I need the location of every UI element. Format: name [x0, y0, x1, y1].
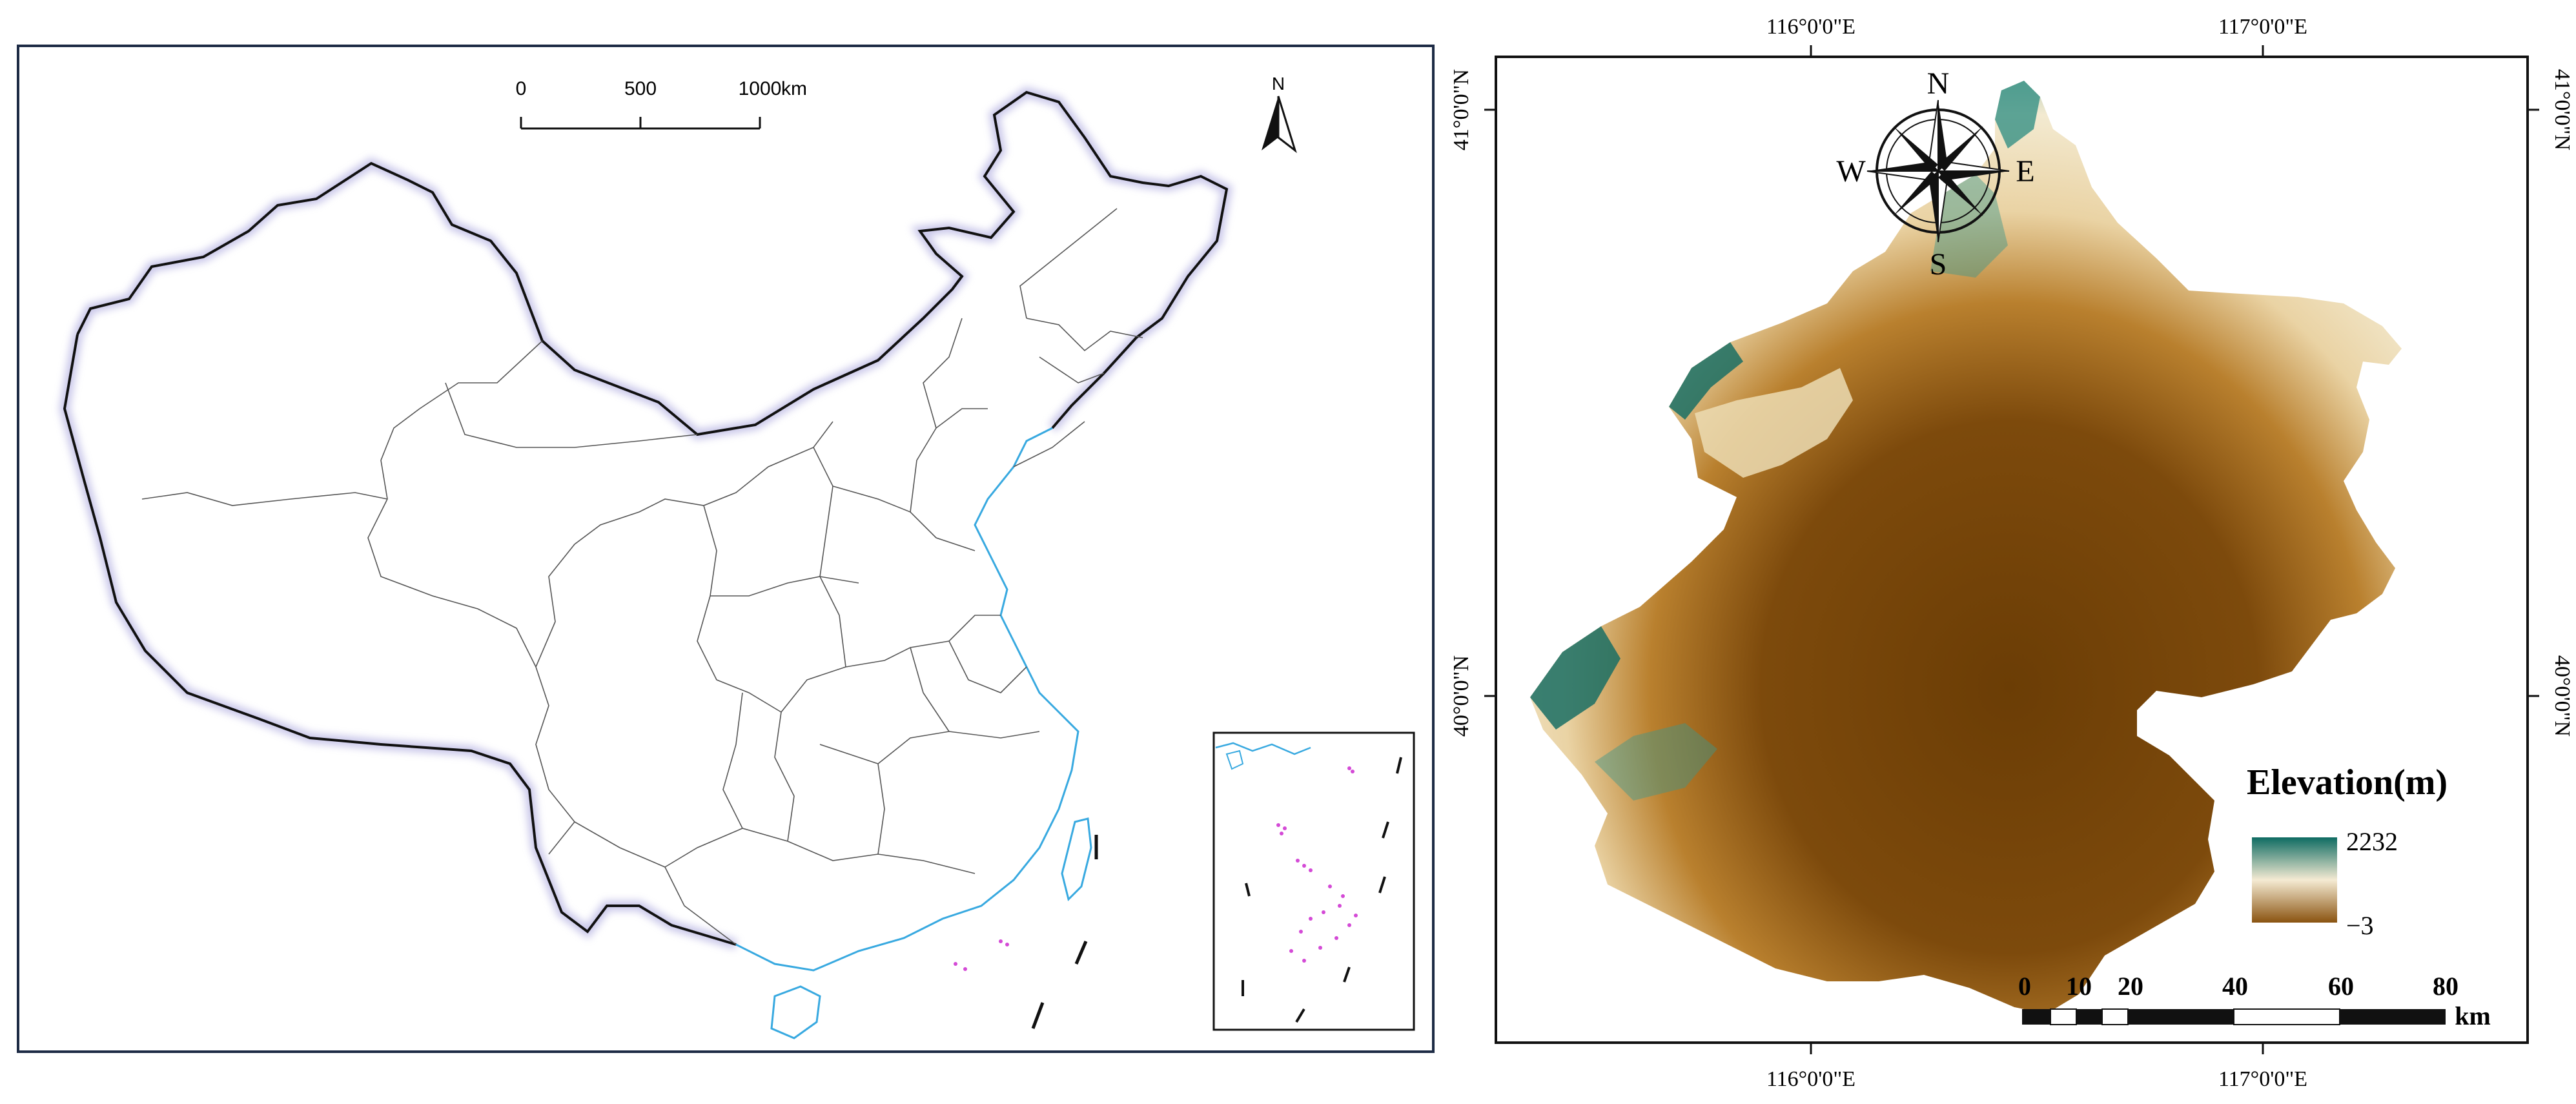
china-scale-tick: 0: [516, 78, 527, 99]
lon-label-top: 116°0'0"E: [1766, 15, 1855, 39]
compass-label-e: E: [2016, 154, 2034, 189]
legend-color-ramp: [2252, 837, 2337, 923]
terrain-plateau: [1695, 368, 1853, 478]
beijing-terrain: [1530, 81, 2402, 1014]
south-china-sea-inset: [1212, 731, 1415, 1031]
compass-label-s: S: [1930, 247, 1947, 281]
lon-label-bottom: 116°0'0"E: [1766, 1067, 1855, 1091]
hainan-island: [770, 985, 821, 1039]
terrain-mountain-west: [1530, 626, 1620, 730]
terrain-mountain-northwest: [1669, 342, 1743, 420]
china-border-glow: [72, 87, 1232, 440]
terrain-ridge-north: [1930, 174, 2008, 278]
terrain-mountain-north: [1995, 81, 2040, 148]
compass-rose-icon: N S E W: [1836, 66, 2034, 281]
china-scale-tick: 1000: [739, 78, 782, 99]
china-land-border: [76, 90, 1229, 436]
legend-title: Elevation(m): [2247, 762, 2448, 802]
legend-max: 2232: [2346, 827, 2398, 856]
scale-tick: 20: [2118, 972, 2143, 1001]
taiwan-island: [1061, 817, 1092, 901]
china-map: 0 500 1000 km N: [59, 74, 1415, 1039]
lon-label-bottom: 117°0'0"E: [2218, 1067, 2307, 1091]
china-scale-unit: km: [781, 78, 807, 99]
scale-unit: km: [2455, 1001, 2491, 1030]
small-islands: [954, 939, 1009, 971]
scale-tick: 60: [2328, 972, 2354, 1001]
china-sw-land-border: [63, 334, 737, 946]
north-arrow-label: N: [1272, 74, 1285, 94]
provincial-boundaries: [141, 208, 1143, 945]
lon-label-top: 117°0'0"E: [2218, 15, 2307, 39]
china-sw-border-glow: [59, 333, 738, 950]
lat-label-right: 40°0'0"N: [2550, 655, 2574, 737]
china-scale-tick: 500: [624, 78, 657, 99]
china-map-panel: 0 500 1000 km N: [17, 45, 1435, 1053]
lat-label-right: 41°0'0"N: [2550, 69, 2574, 150]
compass-label-n: N: [1927, 66, 1950, 101]
nine-dash-line: [1031, 835, 1098, 1029]
scale-tick: 40: [2222, 972, 2248, 1001]
beijing-elevation-map: 116°0'0"E 117°0'0"E 116°0'0"E 117°0'0"E …: [1449, 15, 2574, 1091]
compass-label-w: W: [1836, 154, 1866, 189]
lat-label-left: 40°0'0"N: [1449, 655, 1473, 737]
scale-tick: 80: [2433, 972, 2458, 1001]
terrain-ridge-southwest: [1595, 723, 1717, 801]
china-coastline: [735, 427, 1079, 972]
north-arrow-icon: N: [1262, 74, 1297, 154]
china-scale-bar: 0 500 1000 km: [516, 78, 807, 130]
lat-label-left: 41°0'0"N: [1449, 69, 1473, 150]
scale-tick: 0: [2018, 972, 2031, 1001]
scale-tick: 10: [2066, 972, 2092, 1001]
legend-min: −3: [2346, 911, 2374, 940]
graticule-ticks: [1484, 45, 2539, 1054]
beijing-scale-bar: 0 10 20 40 60 80 km: [2018, 972, 2491, 1030]
